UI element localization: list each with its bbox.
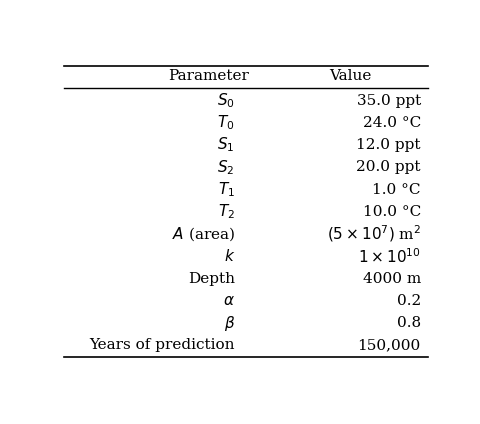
Text: $S_1$: $S_1$ <box>217 136 235 154</box>
Text: $\beta$: $\beta$ <box>224 314 235 333</box>
Text: $k$: $k$ <box>224 248 235 265</box>
Text: $1 \times 10^{10}$: $1 \times 10^{10}$ <box>358 247 421 266</box>
Text: 35.0 ppt: 35.0 ppt <box>357 94 421 108</box>
Text: $\alpha$: $\alpha$ <box>223 294 235 308</box>
Text: 4000 m: 4000 m <box>362 272 421 286</box>
Text: Value: Value <box>329 69 372 83</box>
Text: Parameter: Parameter <box>168 69 249 83</box>
Text: 0.8: 0.8 <box>396 316 421 330</box>
Text: $S_0$: $S_0$ <box>217 91 235 110</box>
Text: $T_0$: $T_0$ <box>217 114 235 132</box>
Text: 12.0 ppt: 12.0 ppt <box>356 138 421 152</box>
Text: 150,000: 150,000 <box>358 338 421 352</box>
Text: $A$ (area): $A$ (area) <box>171 225 235 243</box>
Text: 10.0 °C: 10.0 °C <box>362 205 421 219</box>
Text: Years of prediction: Years of prediction <box>89 338 235 352</box>
Text: 0.2: 0.2 <box>396 294 421 308</box>
Text: Depth: Depth <box>188 272 235 286</box>
Text: $T_2$: $T_2$ <box>218 203 235 221</box>
Text: $(5 \times 10^7)$ m$^2$: $(5 \times 10^7)$ m$^2$ <box>326 224 421 245</box>
Text: $S_2$: $S_2$ <box>217 158 235 177</box>
Text: $T_1$: $T_1$ <box>218 180 235 199</box>
Text: 1.0 °C: 1.0 °C <box>372 183 421 197</box>
Text: 20.0 ppt: 20.0 ppt <box>356 160 421 174</box>
Text: 24.0 °C: 24.0 °C <box>362 116 421 130</box>
